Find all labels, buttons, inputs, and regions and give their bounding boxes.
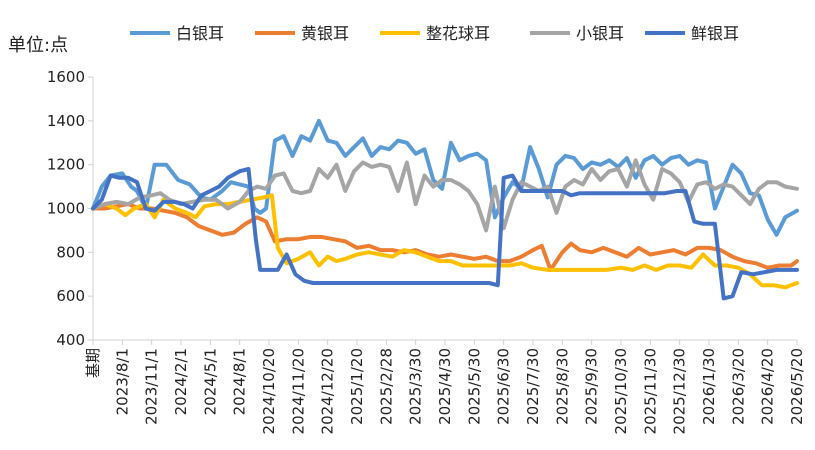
x-tick-label: 2025/1/20	[348, 348, 366, 425]
x-tick-label: 2025/2/28	[377, 348, 395, 425]
legend-label: 整花球耳	[426, 24, 490, 43]
x-tick-label: 2025/12/30	[671, 348, 689, 434]
y-tick-label: 1200	[47, 156, 85, 174]
y-axis: 400 600 800 1000 1200 1400 1600	[47, 68, 94, 349]
x-tick-label: 2024/11/20	[289, 348, 307, 434]
legend-label: 鲜银耳	[691, 24, 739, 43]
x-tick-label: 2025/9/30	[583, 348, 601, 425]
x-tick-label: 2026/5/20	[788, 348, 806, 425]
x-tick-label: 2025/8/30	[553, 348, 571, 425]
legend-label: 黄银耳	[301, 24, 349, 43]
series-line-3	[91, 193, 799, 290]
x-tick-label: 2025/5/30	[465, 348, 483, 425]
y-axis-label: 单位:点	[8, 35, 68, 56]
legend-label: 小银耳	[576, 24, 624, 43]
y-tick-label: 400	[56, 331, 85, 349]
x-tick-label: 基期	[84, 348, 102, 378]
x-tick-label: 2025/4/30	[436, 348, 454, 425]
x-tick-label: 2026/3/20	[729, 348, 747, 425]
y-tick-label: 800	[56, 243, 85, 261]
x-tick-label: 2025/3/30	[407, 348, 425, 425]
y-tick-label: 1000	[47, 200, 85, 218]
x-tick-label: 2026/1/30	[700, 348, 718, 425]
x-tick-label: 2023/11/1	[143, 348, 161, 425]
series-line-4	[91, 158, 799, 233]
x-tick-label: 2024/10/20	[260, 348, 278, 434]
x-tick-label: 2026/4/20	[759, 348, 777, 425]
legend: 白银耳 黄银耳 整花球耳 小银耳 鲜银耳	[130, 24, 739, 43]
x-tick-label: 2025/11/30	[641, 348, 659, 434]
legend-label: 白银耳	[176, 24, 224, 43]
series-line-1	[91, 118, 799, 237]
y-tick-label: 600	[56, 287, 85, 305]
y-tick-label: 1600	[47, 68, 85, 86]
x-tick-label: 2025/7/30	[524, 348, 542, 425]
series-lines	[91, 118, 799, 301]
x-tick-label: 2024/8/1	[231, 348, 249, 415]
series-line-5	[91, 167, 799, 301]
x-axis: 基期 2023/8/1 2023/11/1 2024/2/1 2024/5/1 2024/…	[84, 339, 806, 434]
series-line-2	[91, 202, 799, 272]
x-tick-label: 2024/5/1	[201, 348, 219, 415]
x-tick-label: 2024/2/1	[172, 348, 190, 415]
x-tick-label: 2025/10/30	[612, 348, 630, 434]
y-tick-label: 1400	[47, 112, 85, 130]
x-tick-label: 2023/8/1	[113, 348, 131, 415]
x-tick-label: 2025/6/30	[495, 348, 513, 425]
x-tick-label: 2024/12/20	[319, 348, 337, 434]
